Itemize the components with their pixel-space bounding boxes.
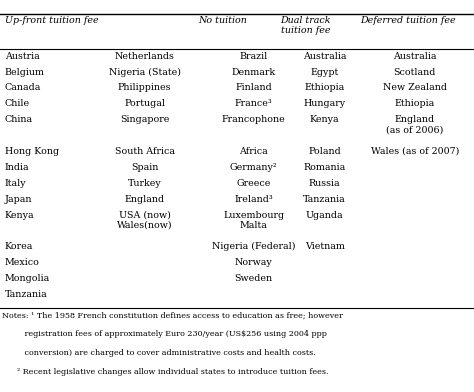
Text: Romania: Romania: [303, 163, 346, 172]
Text: Nigeria (Federal): Nigeria (Federal): [212, 242, 295, 251]
Text: No tuition: No tuition: [198, 16, 247, 25]
Text: Up-front tuition fee: Up-front tuition fee: [5, 16, 99, 25]
Text: Dual track
tuition fee: Dual track tuition fee: [281, 16, 331, 35]
Text: Australia: Australia: [303, 52, 346, 61]
Text: New Zealand: New Zealand: [383, 83, 447, 93]
Text: Australia: Australia: [393, 52, 437, 61]
Text: Spain: Spain: [131, 163, 158, 172]
Text: Mexico: Mexico: [5, 258, 40, 267]
Text: Tanzania: Tanzania: [5, 290, 47, 299]
Text: France³: France³: [235, 100, 273, 108]
Text: Hungary: Hungary: [304, 100, 346, 108]
Text: Turkey: Turkey: [128, 179, 162, 188]
Text: Russia: Russia: [309, 179, 340, 188]
Text: Germany²: Germany²: [230, 163, 277, 172]
Text: Philippines: Philippines: [118, 83, 171, 93]
Text: Brazil: Brazil: [239, 52, 268, 61]
Text: India: India: [5, 163, 29, 172]
Text: Chile: Chile: [5, 100, 30, 108]
Text: Egypt: Egypt: [310, 68, 339, 76]
Text: Greece: Greece: [237, 179, 271, 188]
Text: Notes: ¹ The 1958 French constitution defines access to education as free; howev: Notes: ¹ The 1958 French constitution de…: [2, 312, 343, 319]
Text: Singapore: Singapore: [120, 115, 169, 124]
Text: Japan: Japan: [5, 195, 32, 203]
Text: Nigeria (State): Nigeria (State): [109, 68, 181, 77]
Text: Ireland³: Ireland³: [234, 195, 273, 203]
Text: Canada: Canada: [5, 83, 41, 93]
Text: conversion) are charged to cover administrative costs and health costs.: conversion) are charged to cover adminis…: [2, 349, 316, 357]
Text: Francophone: Francophone: [222, 115, 285, 124]
Text: Austria: Austria: [5, 52, 39, 61]
Text: ² Recent legislative changes allow individual states to introduce tuition fees.: ² Recent legislative changes allow indiv…: [2, 368, 329, 376]
Text: Luxembourg
Malta: Luxembourg Malta: [223, 211, 284, 230]
Text: Uganda: Uganda: [306, 211, 344, 220]
Text: Denmark: Denmark: [231, 68, 276, 76]
Text: Hong Kong: Hong Kong: [5, 147, 59, 156]
Text: Vietnam: Vietnam: [305, 242, 345, 251]
Text: South Africa: South Africa: [115, 147, 174, 156]
Text: Korea: Korea: [5, 242, 33, 251]
Text: England
(as of 2006): England (as of 2006): [386, 115, 444, 134]
Text: Kenya: Kenya: [310, 115, 339, 124]
Text: Netherlands: Netherlands: [115, 52, 174, 61]
Text: England: England: [125, 195, 164, 203]
Text: Scotland: Scotland: [393, 68, 436, 76]
Text: Ethiopia: Ethiopia: [395, 100, 435, 108]
Text: USA (now)
Wales(now): USA (now) Wales(now): [117, 211, 173, 230]
Text: registration fees of approximately Euro 230/year (US$256 using 2004 ppp: registration fees of approximately Euro …: [2, 330, 327, 338]
Text: Africa: Africa: [239, 147, 268, 156]
Text: Deferred tuition fee: Deferred tuition fee: [360, 16, 456, 25]
Text: Sweden: Sweden: [235, 274, 273, 283]
Text: Wales (as of 2007): Wales (as of 2007): [371, 147, 459, 156]
Text: Finland: Finland: [235, 83, 272, 93]
Text: Portugal: Portugal: [124, 100, 165, 108]
Text: Belgium: Belgium: [5, 68, 45, 76]
Text: Norway: Norway: [235, 258, 273, 267]
Text: Kenya: Kenya: [5, 211, 34, 220]
Text: Poland: Poland: [308, 147, 341, 156]
Text: Mongolia: Mongolia: [5, 274, 50, 283]
Text: Italy: Italy: [5, 179, 27, 188]
Text: Ethiopia: Ethiopia: [305, 83, 345, 93]
Text: Tanzania: Tanzania: [303, 195, 346, 203]
Text: China: China: [5, 115, 33, 124]
